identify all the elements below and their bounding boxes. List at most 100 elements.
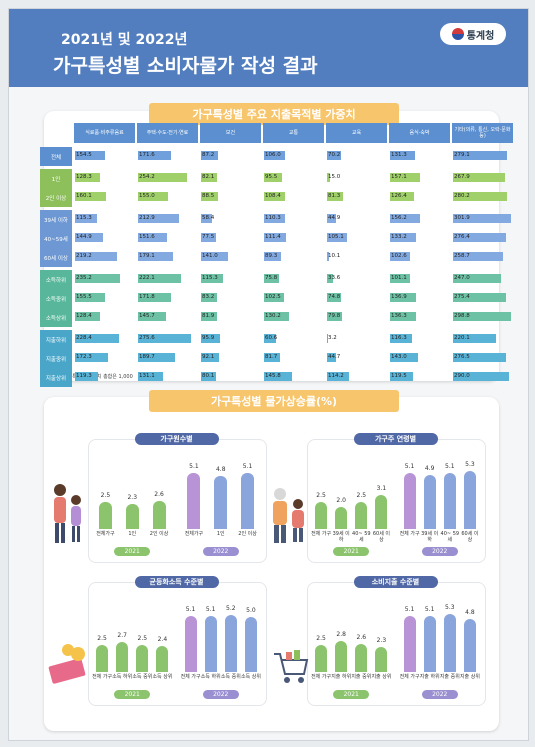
table-cell: 280.2 bbox=[452, 188, 513, 207]
weight-bar bbox=[327, 334, 328, 343]
weight-bar bbox=[75, 274, 121, 283]
rate-column bbox=[152, 500, 166, 529]
row-header: 소득하위 bbox=[40, 270, 72, 289]
category-label: 40~ 59세 bbox=[352, 531, 371, 543]
table-cell: 189.7 bbox=[137, 349, 198, 368]
header: 2021년 및 2022년 가구특성별 소비자물가 작성 결과 통계청 bbox=[9, 9, 528, 87]
header-title-line2: 가구특성별 소비자물가 작성 결과 bbox=[53, 55, 318, 77]
table-cell: 145.7 bbox=[137, 308, 198, 327]
weight-value: 155.5 bbox=[76, 294, 92, 300]
weight-bar bbox=[138, 252, 173, 261]
rate-column bbox=[136, 644, 149, 672]
weight-bar bbox=[390, 214, 421, 223]
category-label: 전체 가구 bbox=[180, 674, 201, 680]
agency-logo: 통계청 bbox=[440, 23, 506, 45]
category-label: 전체 가구 bbox=[311, 531, 332, 537]
table-cell: 75.8 bbox=[263, 270, 324, 289]
row-header: 전체 bbox=[40, 147, 72, 166]
rate-column bbox=[375, 646, 388, 672]
table-cell: 222.1 bbox=[137, 270, 198, 289]
weight-bar bbox=[201, 233, 216, 242]
weight-bar bbox=[327, 233, 348, 242]
table-cell: 156.2 bbox=[389, 210, 450, 229]
weight-value: 156.2 bbox=[391, 215, 407, 221]
weight-value: 83.2 bbox=[202, 294, 215, 300]
table-cell: 145.8 bbox=[263, 368, 324, 387]
weight-value: 151.6 bbox=[139, 234, 155, 240]
table-cell: 3.2 bbox=[326, 330, 387, 349]
weight-bar bbox=[327, 312, 343, 321]
rate-value: 2.5 bbox=[97, 634, 107, 642]
weight-value: 88.5 bbox=[202, 193, 215, 199]
weight-value: 258.7 bbox=[454, 253, 470, 259]
weight-value: 298.8 bbox=[454, 313, 470, 319]
category-label: 39세 이하 bbox=[421, 531, 439, 543]
category-label: 전체 가구 bbox=[311, 674, 332, 680]
weight-bar bbox=[201, 173, 217, 182]
table-cell: 141.0 bbox=[200, 248, 261, 267]
rate-value: 2.5 bbox=[316, 491, 326, 499]
table-cell: 130.2 bbox=[263, 308, 324, 327]
table-cell: 119.3 bbox=[74, 368, 135, 387]
table-row: 소득하위 235.2 222.1 115.3 75.8 33.6 101.1 247.0 bbox=[40, 270, 513, 289]
weight-bar bbox=[138, 233, 168, 242]
table-cell: 143.0 bbox=[389, 349, 450, 368]
weight-bar bbox=[264, 274, 279, 283]
rate-value: 5.1 bbox=[404, 463, 415, 471]
table-cell: 44.9 bbox=[326, 210, 387, 229]
shopping-cart-icon bbox=[274, 650, 309, 683]
table-cell: 70.2 bbox=[326, 147, 387, 166]
weight-value: 3.2 bbox=[328, 335, 337, 341]
weight-bar bbox=[264, 252, 282, 261]
row-header: 지출중위 bbox=[40, 349, 72, 368]
table-cell: 110.3 bbox=[263, 210, 324, 229]
rate-value: 2.5 bbox=[137, 634, 148, 642]
rate-value: 2.5 bbox=[100, 491, 111, 499]
weight-value: 15.0 bbox=[328, 174, 341, 180]
weight-bar bbox=[453, 151, 507, 160]
weight-value: 254.2 bbox=[139, 174, 155, 180]
table-cell: 160.1 bbox=[74, 188, 135, 207]
weight-bar bbox=[327, 353, 336, 362]
table-cell: 171.8 bbox=[137, 289, 198, 308]
weight-bar bbox=[201, 252, 229, 261]
weight-bar bbox=[264, 312, 290, 321]
rate-value: 2.5 bbox=[356, 491, 367, 499]
table-cell: 44.7 bbox=[326, 349, 387, 368]
column-header: 보건 bbox=[200, 123, 261, 143]
weight-value: 102.5 bbox=[265, 294, 281, 300]
table-cell: 157.1 bbox=[389, 169, 450, 188]
category-label: 지출 하위 bbox=[331, 674, 352, 680]
table-row: 40~59세 144.9 151.6 77.5 111.4 105.1 133.2 276.4 bbox=[40, 229, 513, 248]
table-cell: 228.4 bbox=[74, 330, 135, 349]
weight-value: 145.8 bbox=[265, 373, 281, 379]
weight-bar bbox=[453, 214, 512, 223]
table-cell: 136.9 bbox=[389, 289, 450, 308]
rate-column bbox=[315, 644, 328, 672]
rate-value: 5.1 bbox=[185, 606, 196, 614]
rate-column bbox=[355, 501, 368, 529]
weight-value: 144.9 bbox=[76, 234, 92, 240]
weight-bar bbox=[453, 252, 504, 261]
weight-bar bbox=[327, 274, 334, 283]
weight-value: 143.0 bbox=[391, 354, 407, 360]
panel-title: 가구주 연령별 bbox=[353, 433, 438, 445]
rate-value: 2.3 bbox=[127, 493, 138, 501]
table-cell: 89.3 bbox=[263, 248, 324, 267]
rate-column bbox=[375, 495, 388, 529]
table-cell: 298.8 bbox=[452, 308, 513, 327]
rate-panel bbox=[88, 439, 267, 563]
weight-value: 44.7 bbox=[328, 354, 341, 360]
rate-column bbox=[98, 501, 112, 529]
rate-value: 5.1 bbox=[189, 463, 199, 471]
table-cell: 126.4 bbox=[389, 188, 450, 207]
year-label: 2021 bbox=[114, 547, 151, 556]
category-label: 지출 상위 bbox=[459, 674, 480, 680]
weight-value: 279.1 bbox=[454, 152, 470, 158]
weight-bar bbox=[138, 353, 175, 362]
rate-value: 5.1 bbox=[445, 463, 455, 471]
category-label: 전체가구 bbox=[184, 531, 204, 537]
weight-value: 280.2 bbox=[454, 193, 470, 199]
table-cell: 95.5 bbox=[263, 169, 324, 188]
rate-value: 4.8 bbox=[465, 609, 475, 617]
